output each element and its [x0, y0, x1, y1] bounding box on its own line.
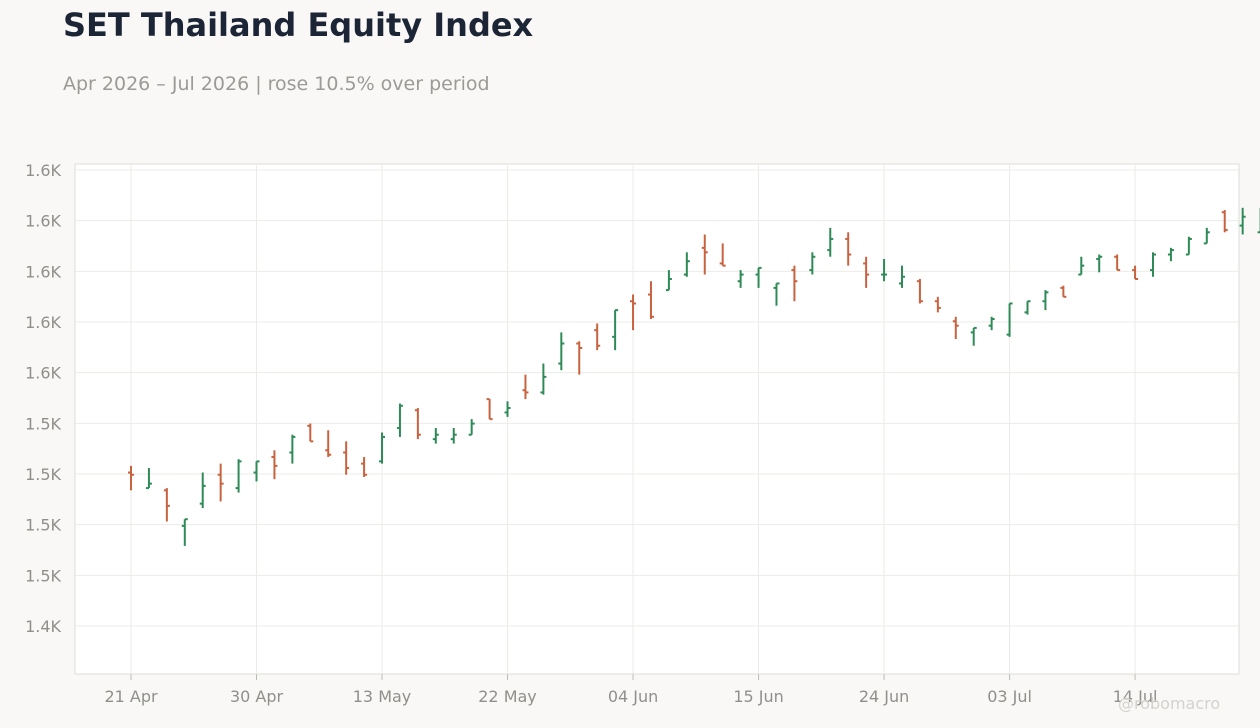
- ohlc-bar-up: [1096, 254, 1103, 273]
- ohlc-bar-down: [1132, 265, 1139, 280]
- ohlc-bar-down: [1114, 254, 1121, 272]
- x-axis: 21 Apr 30 Apr 13 May 22 May 04 Jun 15 Jun 24 J…: [104, 674, 1157, 706]
- ohlc-bar-down: [576, 341, 583, 375]
- ohlc-bar-down: [217, 463, 224, 502]
- ohlc-bar-up: [181, 518, 188, 546]
- x-tick-label: 04 Jun: [608, 687, 658, 706]
- ohlc-bar-up: [289, 434, 296, 464]
- ohlc-bar-up: [612, 309, 619, 351]
- ohlc-bar-up: [809, 252, 816, 275]
- ohlc-bar-up: [504, 401, 511, 417]
- ohlc-bar-down: [594, 323, 601, 351]
- y-tick-label: 1.6K: [25, 212, 61, 231]
- x-tick-label: 21 Apr: [104, 687, 158, 706]
- ohlc-bar-down: [343, 441, 350, 475]
- ohlc-bar-down: [791, 265, 798, 302]
- ohlc-bar-up: [988, 316, 995, 331]
- ohlc-bar-up: [468, 419, 475, 436]
- ohlc-bar-up: [1150, 252, 1157, 277]
- ohlc-bar-down: [325, 430, 332, 457]
- ohlc-bar-up: [773, 282, 780, 306]
- ohlc-bar-down: [163, 488, 170, 522]
- y-tick-label: 1.4K: [25, 617, 61, 636]
- ohlc-bar-up: [145, 468, 152, 490]
- grid-lines: [75, 164, 1239, 674]
- ohlc-bar-down: [1221, 210, 1228, 233]
- ohlc-bar-up: [970, 326, 977, 346]
- ohlc-bar-up: [1185, 236, 1192, 256]
- ohlc-bar-up: [450, 428, 457, 444]
- x-tick-label: 24 Jun: [859, 687, 909, 706]
- ohlc-bar-down: [128, 465, 134, 491]
- ohlc-series: [128, 207, 1260, 546]
- ohlc-bar-up: [1203, 227, 1210, 245]
- ohlc-bar-down: [916, 278, 923, 304]
- ohlc-bar-up: [432, 428, 439, 444]
- ohlc-bar-down: [414, 408, 421, 440]
- y-tick-label: 1.5K: [25, 414, 61, 433]
- ohlc-bar-down: [934, 296, 941, 313]
- ohlc-bar-up: [827, 227, 834, 257]
- x-tick-label: 13 May: [353, 687, 412, 706]
- y-tick-label: 1.6K: [25, 364, 61, 383]
- ohlc-bar-up: [1257, 207, 1260, 234]
- ohlc-bar-down: [952, 316, 959, 340]
- y-tick-label: 1.5K: [25, 516, 61, 535]
- ohlc-bar-down: [486, 398, 493, 421]
- ohlc-bar-up: [396, 403, 403, 437]
- ohlc-bar-up: [379, 432, 386, 464]
- ohlc-bar-up: [755, 266, 762, 288]
- ohlc-bar-down: [630, 294, 637, 331]
- ohlc-bar-up: [1024, 300, 1031, 315]
- ohlc-bar-up: [1239, 207, 1246, 235]
- y-tick-label: 1.6K: [25, 262, 61, 281]
- x-tick-label: 14 Jul: [1113, 687, 1158, 706]
- chart-subtitle: Apr 2026 – Jul 2026 | rose 10.5% over pe…: [63, 73, 490, 95]
- ohlc-bar-up: [1042, 290, 1049, 311]
- ohlc-bar-up: [540, 363, 547, 395]
- ohlc-bar-down: [701, 234, 708, 275]
- ohlc-bar-up: [199, 472, 206, 509]
- ohlc-bar-up: [1078, 256, 1085, 276]
- x-tick-label: 22 May: [478, 687, 537, 706]
- ohlc-bar-up: [881, 258, 888, 282]
- ohlc-bar-down: [845, 232, 852, 266]
- ohlc-bar-up: [683, 252, 690, 277]
- chart-title: SET Thailand Equity Index: [63, 6, 534, 44]
- ohlc-bar-down: [271, 450, 278, 480]
- ohlc-bar-down: [719, 243, 726, 267]
- y-tick-label: 1.5K: [25, 566, 61, 585]
- y-tick-label: 1.6K: [25, 313, 61, 332]
- ohlc-bar-down: [522, 374, 529, 400]
- y-tick-label: 1.5K: [25, 465, 61, 484]
- ohlc-bar-up: [737, 270, 744, 288]
- ohlc-bar-up: [558, 332, 565, 371]
- ohlc-bar-up: [898, 265, 905, 288]
- ohlc-bar-down: [863, 256, 870, 288]
- ohlc-bar-down: [647, 281, 654, 320]
- y-axis: 1.4K 1.5K 1.5K 1.5K 1.5K 1.6K 1.6K 1.6K 1.6K 1.6K: [25, 161, 61, 636]
- ohlc-bar-up: [1006, 302, 1013, 337]
- x-tick-label: 15 Jun: [733, 687, 783, 706]
- x-tick-label: 30 Apr: [230, 687, 284, 706]
- ohlc-bar-up: [253, 460, 260, 482]
- ohlc-bar-down: [361, 456, 368, 477]
- ohlc-bar-up: [665, 270, 672, 292]
- ohlc-bar-up: [235, 459, 242, 493]
- x-tick-label: 03 Jul: [987, 687, 1032, 706]
- ohlc-bar-down: [307, 423, 314, 443]
- ohlc-bar-up: [1167, 247, 1174, 262]
- y-tick-label: 1.6K: [25, 161, 61, 180]
- watermark: @robomacro: [1118, 694, 1221, 713]
- plot-area: [74, 163, 1240, 675]
- ohlc-bar-down: [1060, 285, 1067, 298]
